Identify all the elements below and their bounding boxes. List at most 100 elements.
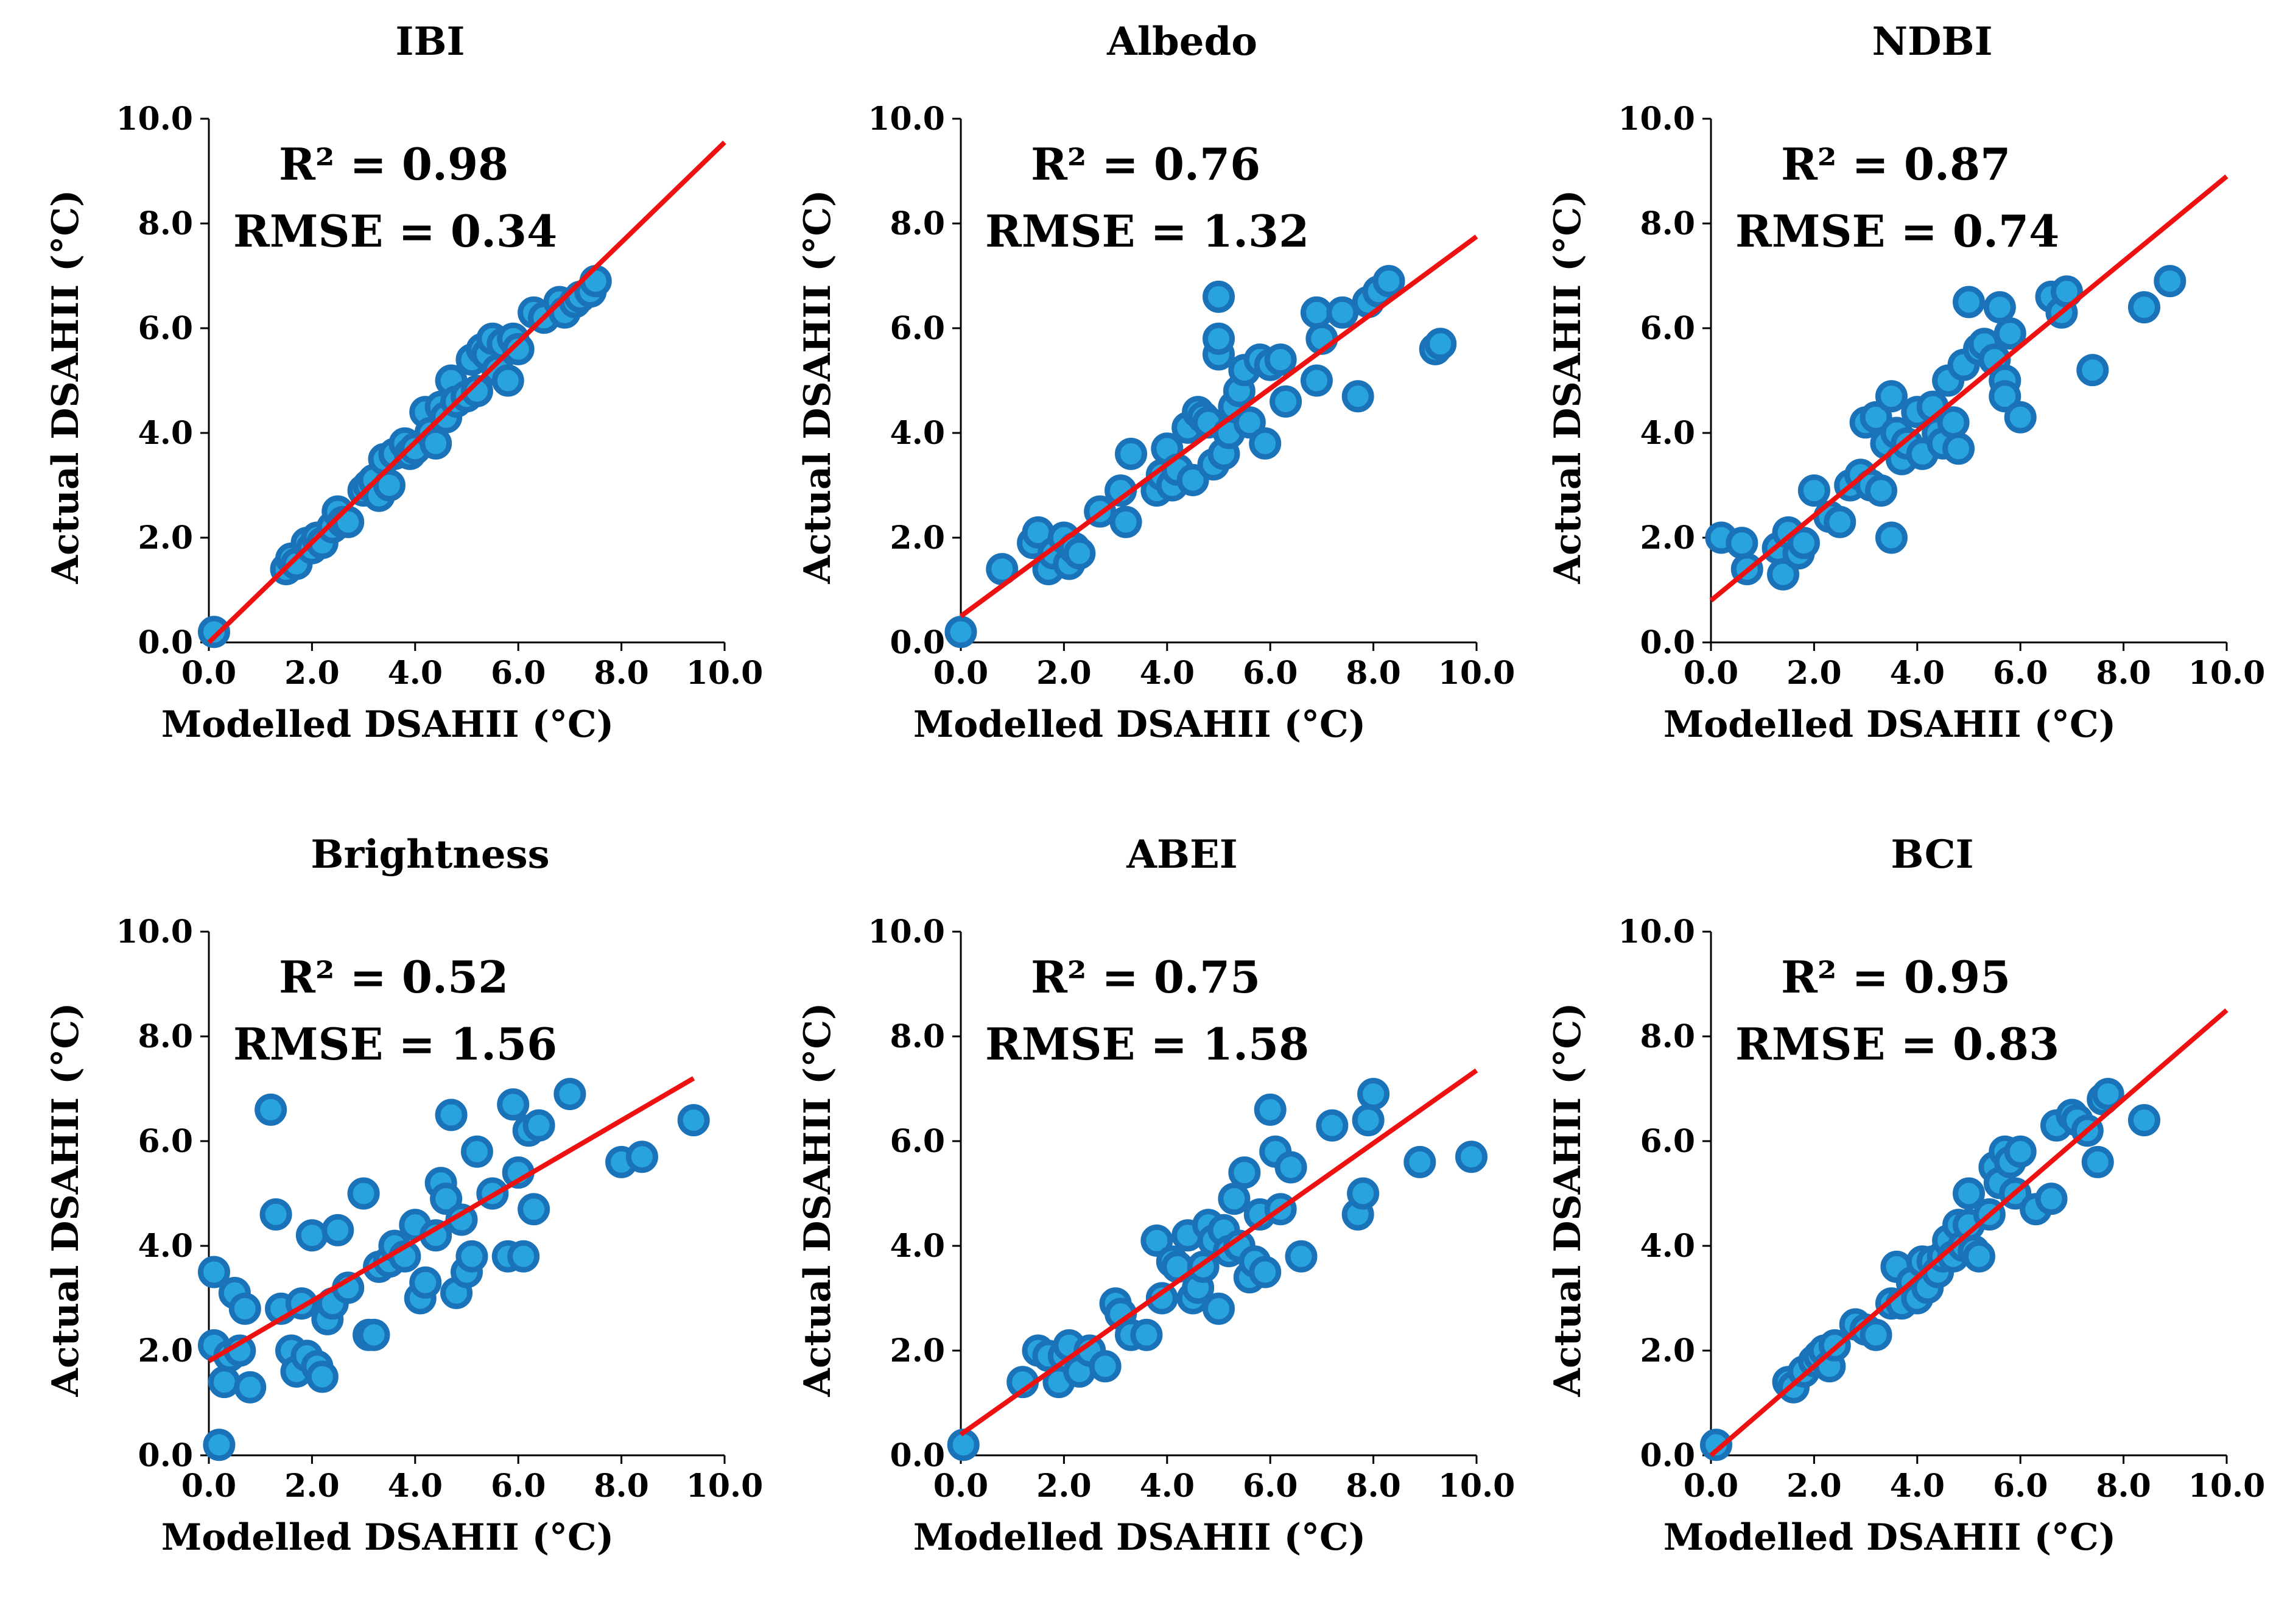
- trend-line: [207, 140, 726, 644]
- scatter-point: [1767, 558, 1800, 591]
- y-axis-label: Actual DSAHII (°C): [44, 1002, 87, 1397]
- scatter-point: [255, 1093, 287, 1126]
- y-tick-label: 4.0: [890, 1228, 945, 1265]
- scatter-point: [1249, 1256, 1282, 1288]
- scatter-point: [1875, 380, 1908, 413]
- scatter-point: [579, 265, 612, 298]
- scatter-point: [1989, 380, 2021, 413]
- y-tick-label: 2.0: [1640, 519, 1695, 557]
- scatter-point: [491, 364, 524, 397]
- scatter-point: [507, 1240, 540, 1273]
- scatter-point: [1424, 328, 1457, 360]
- y-tick-label: 6.0: [138, 1123, 193, 1160]
- scatter-points: [1705, 265, 2186, 591]
- y-tick-label: 4.0: [890, 415, 945, 452]
- scatter-point: [944, 616, 977, 649]
- scatter-point: [1797, 474, 1830, 507]
- x-tick-label: 4.0: [1890, 1468, 1945, 1505]
- scatter-point: [2154, 265, 2186, 298]
- y-axis-label: Actual DSAHII (°C): [796, 189, 839, 584]
- r-squared-label: R² = 0.87: [1781, 138, 2011, 190]
- scatter-point: [1326, 296, 1359, 329]
- scatter-point: [2004, 1135, 2037, 1168]
- scatter-point: [1787, 527, 1820, 560]
- x-tick-label: 4.0: [388, 655, 443, 692]
- y-tick-label: 8.0: [138, 1018, 193, 1055]
- y-tick-label: 2.0: [890, 519, 945, 557]
- scatter-point: [518, 1193, 550, 1226]
- x-tick-label: 4.0: [388, 1468, 443, 1505]
- x-tick-label: 6.0: [1993, 655, 2048, 692]
- y-tick-label: 8.0: [1640, 1018, 1695, 1055]
- y-tick-label: 4.0: [138, 415, 193, 452]
- scatter-point: [625, 1141, 658, 1173]
- scatter-point: [321, 1214, 354, 1246]
- x-tick-label: 8.0: [2096, 655, 2151, 692]
- r-squared-label: R² = 0.95: [1781, 951, 2011, 1003]
- scatter-point: [2035, 1183, 2068, 1215]
- scatter-point: [1983, 291, 2016, 324]
- x-tick-label: 0.0: [181, 655, 236, 692]
- x-tick-label: 0.0: [1684, 655, 1738, 692]
- y-tick-label: 0.0: [1640, 624, 1695, 661]
- scatter-point: [1264, 343, 1297, 376]
- scatter-point: [522, 1109, 555, 1142]
- scatter-point: [1953, 286, 1985, 318]
- y-tick-label: 2.0: [1640, 1332, 1695, 1369]
- scatter-point: [347, 1177, 380, 1210]
- scatter-point: [1942, 432, 1975, 465]
- scatter-point: [420, 427, 452, 460]
- r-squared-label: R² = 0.75: [1031, 951, 1260, 1003]
- x-axis-label: Modelled DSAHII (°C): [1663, 703, 2116, 746]
- scatter-point: [1962, 1240, 1995, 1273]
- trend-line: [959, 1068, 1478, 1436]
- scatter-point: [234, 1371, 267, 1404]
- x-tick-label: 10.0: [686, 655, 764, 692]
- scatter-point: [1274, 1151, 1307, 1184]
- scatter-point: [1145, 1282, 1178, 1315]
- rmse-label: RMSE = 0.34: [233, 205, 557, 257]
- scatter-point: [1372, 265, 1405, 298]
- x-tick-label: 6.0: [1993, 1468, 2048, 1505]
- scatter-point: [1699, 1429, 1732, 1461]
- x-tick-label: 2.0: [284, 1468, 339, 1505]
- scatter-point: [1140, 1224, 1173, 1257]
- scatter-point: [460, 1135, 493, 1168]
- y-tick-label: 6.0: [890, 310, 945, 347]
- scatter-point: [435, 1098, 468, 1131]
- panel-albedo: Albedo 0.00.0 2.0 2.0 4.0 4.0 6.0 6.0 8.0 8.0 10.0…: [796, 19, 1515, 746]
- scatter-point: [1824, 505, 1856, 538]
- scatter-point: [1203, 322, 1235, 355]
- x-tick-label: 0.0: [1684, 1468, 1738, 1505]
- panel-abei: ABEI 0.00.0 2.0 2.0 4.0 4.0 6.0 6.0 8.0 8.0 10.0 10…: [796, 832, 1515, 1559]
- x-tick-label: 4.0: [1140, 655, 1195, 692]
- x-tick-label: 10.0: [2188, 1468, 2266, 1505]
- scatter-point: [208, 1366, 241, 1399]
- y-tick-label: 6.0: [1640, 310, 1695, 347]
- scatter-point: [1218, 1183, 1251, 1215]
- y-tick-label: 4.0: [1640, 415, 1695, 452]
- x-axis-label: Modelled DSAHII (°C): [913, 703, 1366, 746]
- x-tick-label: 2.0: [1036, 1468, 1091, 1505]
- scatter-point: [1455, 1141, 1488, 1173]
- x-tick-label: 6.0: [491, 655, 546, 692]
- scatter-point: [306, 1360, 339, 1393]
- y-tick-label: 8.0: [1640, 205, 1695, 242]
- y-tick-label: 10.0: [1618, 100, 1695, 138]
- panel-title: Albedo: [1106, 19, 1257, 65]
- scatter-point: [1063, 537, 1096, 570]
- panel-bci: BCI 0.00.0 2.0 2.0 4.0 4.0 6.0 6.0 8.0 8.0 10.0 10.…: [1547, 832, 2265, 1559]
- rmse-label: RMSE = 0.83: [1735, 1018, 2059, 1070]
- y-tick-label: 8.0: [890, 1018, 945, 1055]
- x-tick-label: 2.0: [1036, 655, 1091, 692]
- x-axis-label: Modelled DSAHII (°C): [161, 703, 614, 746]
- y-tick-label: 2.0: [138, 519, 193, 557]
- scatter-point: [1228, 1156, 1261, 1189]
- x-tick-label: 8.0: [1346, 1468, 1400, 1505]
- scatter-point: [2076, 354, 2109, 387]
- x-tick-label: 4.0: [1890, 655, 1945, 692]
- y-tick-label: 4.0: [1640, 1228, 1695, 1265]
- r-squared-label: R² = 0.52: [279, 951, 508, 1003]
- scatter-point: [357, 1318, 390, 1351]
